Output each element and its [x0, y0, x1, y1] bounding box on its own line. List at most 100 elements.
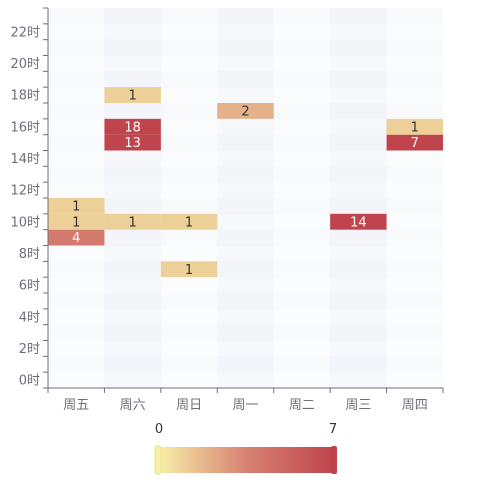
split-area-cell: [104, 71, 162, 88]
split-area-cell: [217, 372, 275, 389]
split-area-cell: [48, 39, 105, 56]
heatmap-cell: [48, 229, 105, 246]
split-area-cell: [217, 87, 275, 104]
split-area-cell: [217, 182, 275, 199]
split-area-cell: [217, 245, 275, 262]
split-area-cell: [104, 293, 162, 310]
y-tick-label: 12时: [10, 184, 40, 199]
split-area-cell: [330, 166, 387, 183]
x-tick-label: 周四: [402, 398, 428, 413]
split-area-cell: [330, 87, 387, 104]
split-area-cell: [273, 277, 331, 294]
split-area-cell: [104, 308, 162, 325]
split-area-cell: [217, 356, 275, 373]
split-area-cell: [330, 103, 387, 120]
heatmap-cell: [160, 213, 218, 230]
split-area-cell: [48, 118, 105, 135]
split-area-cell: [273, 372, 331, 389]
split-area-cell: [160, 23, 218, 40]
split-area-cell: [48, 166, 105, 183]
split-area-cell: [104, 150, 162, 167]
split-area-cell: [160, 245, 218, 262]
split-area-cell: [273, 308, 331, 325]
x-tick-label: 周三: [345, 398, 371, 413]
split-area-cell: [386, 103, 444, 120]
split-area-cell: [160, 8, 218, 25]
split-area-cell: [330, 261, 387, 278]
split-area-cell: [386, 55, 444, 72]
split-area-cell: [160, 340, 218, 357]
legend-max-handle: [331, 446, 337, 474]
split-area-cell: [386, 8, 444, 25]
split-area-cell: [330, 134, 387, 151]
split-area-cell: [217, 23, 275, 40]
split-area-cell: [386, 182, 444, 199]
split-area-cell: [273, 293, 331, 310]
cell-value-label: 7: [411, 136, 419, 151]
heatmap-cell: [48, 213, 105, 230]
split-area-cell: [273, 118, 331, 135]
cell-value-label: 1: [185, 263, 193, 278]
split-area-cell: [48, 293, 105, 310]
split-area-cell: [386, 87, 444, 104]
y-axis: 0时 2时 4时 6时 8时 10时 12时 14时 16时 18时 20时 22时: [10, 7, 49, 389]
split-area-cell: [330, 8, 387, 25]
split-area-cell: [104, 324, 162, 341]
split-area-cell: [273, 229, 331, 246]
split-area-cell: [48, 55, 105, 72]
split-area-cell: [217, 213, 275, 230]
split-area-cell: [217, 229, 275, 246]
split-area-cell: [330, 277, 387, 294]
split-area-cell: [217, 39, 275, 56]
split-area-cell: [104, 229, 162, 246]
split-area-cell: [160, 229, 218, 246]
split-area-cell: [160, 118, 218, 135]
split-area-cell: [386, 213, 444, 230]
y-tick-label: 16时: [10, 120, 40, 135]
cell-value-label: 1: [411, 120, 419, 135]
split-area-cell: [330, 356, 387, 373]
split-area-cell: [273, 356, 331, 373]
heatmap-cell: [386, 134, 443, 151]
y-tick-label: 20时: [10, 57, 40, 72]
split-area-cell: [104, 166, 162, 183]
split-area-cell: [160, 308, 218, 325]
split-area-cell: [330, 229, 387, 246]
split-area-cell: [48, 103, 105, 120]
legend-max-label: 7: [329, 422, 337, 437]
split-area-cell: [48, 87, 105, 104]
split-area-cell: [160, 293, 218, 310]
cell-value-label: 1: [72, 199, 80, 214]
split-area-cell: [386, 39, 444, 56]
split-area-cell: [273, 8, 331, 25]
split-area-cell: [104, 182, 162, 199]
split-area-cell: [160, 372, 218, 389]
split-area-cell: [386, 324, 444, 341]
split-area-cell: [217, 150, 275, 167]
heatmap-cells: [48, 87, 443, 278]
split-area-cell: [217, 55, 275, 72]
split-area-cell: [386, 261, 444, 278]
split-area-cell: [217, 308, 275, 325]
split-area-cell: [386, 229, 444, 246]
split-area-cell: [330, 71, 387, 88]
split-area-cell: [273, 87, 331, 104]
split-area-cell: [48, 277, 105, 294]
legend-min-handle: [154, 445, 162, 475]
split-area-cell: [160, 356, 218, 373]
split-area-cell: [386, 308, 444, 325]
split-area-cell: [273, 150, 331, 167]
cell-value-label: 4: [72, 231, 80, 246]
x-axis: 周五 周六 周日 周一 周二 周三 周四: [47, 387, 444, 413]
split-area-cell: [104, 372, 162, 389]
split-area-cell: [160, 277, 218, 294]
x-tick-label: 周五: [63, 398, 89, 413]
split-area-cell: [273, 103, 331, 120]
split-area-cell: [273, 182, 331, 199]
split-area-cell: [330, 118, 387, 135]
split-area-cell: [217, 293, 275, 310]
split-area-cell: [330, 245, 387, 262]
split-area-cell: [48, 308, 105, 325]
